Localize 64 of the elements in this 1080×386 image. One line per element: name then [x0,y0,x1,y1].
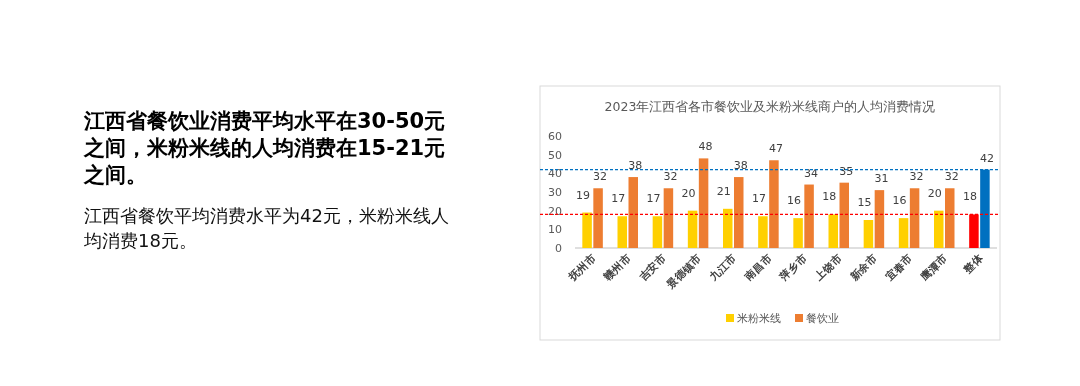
x-tick-label: 宜春市 [882,250,915,283]
bar [698,158,709,248]
data-label: 17 [611,192,626,206]
bar [687,210,698,248]
x-tick-label: 九江市 [706,250,739,284]
data-label: 32 [593,170,608,184]
bar [828,214,838,248]
bar [734,177,744,248]
bar [945,188,955,248]
legend-label: 餐饮业 [806,312,839,324]
data-label: 18 [962,190,977,204]
y-tick-label: 30 [548,186,562,199]
data-label: 17 [751,192,766,206]
text: 江西省餐饮业消费平均水平在30-50元之间，米粉米线的人均消费在15-21元之间。 [84,108,447,189]
x-tick-label: 抚州市 [565,250,598,284]
bar [769,160,779,248]
bar [863,220,874,248]
data-label: 21 [716,184,731,198]
bar [804,184,814,248]
bar [628,177,638,248]
x-tick-label: 萍乡市 [776,250,809,284]
bar [652,216,663,248]
bar [793,218,803,248]
bar [909,188,920,248]
x-tick-label: 上饶市 [811,250,845,284]
data-label: 31 [874,172,889,186]
data-label: 47 [768,142,783,156]
data-label: 42 [979,151,994,165]
bar [874,190,885,248]
data-label: 32 [663,170,678,184]
data-label: 16 [892,194,907,208]
x-tick-label: 整体 [960,250,986,276]
x-tick-label: 南昌市 [741,250,774,284]
bar [582,212,592,248]
data-label: 20 [681,186,696,200]
bar [839,182,849,248]
data-label: 16 [787,194,802,208]
data-label: 20 [927,186,942,200]
data-label: 32 [909,170,924,184]
data-label: 19 [576,188,591,202]
data-label: 32 [944,170,959,184]
data-label: 15 [857,196,872,209]
data-label: 48 [698,140,713,154]
bar [617,216,627,248]
y-tick-label: 50 [548,148,562,162]
y-tick-label: 60 [548,130,562,143]
x-tick-label: 赣州市 [600,250,634,284]
legend-label: 米粉米线 [737,312,781,324]
data-label: 38 [628,159,643,173]
x-tick-label: 新余市 [846,250,880,284]
bar [663,188,674,248]
data-label: 17 [646,192,661,206]
chart-title: 2023年江西省各市餐饮业及米粉米线商户的人均消费情况 [604,99,936,114]
bar [934,210,944,248]
bar [758,216,768,248]
bar [898,218,909,248]
text: 江西省餐饮平均消费水平为42元，米粉米线人均消费18元。 [84,204,450,253]
y-tick-label: 0 [555,242,562,255]
data-label: 38 [733,159,748,173]
bar [723,208,733,248]
x-tick-label: 鹰潭市 [917,250,950,284]
data-label: 18 [822,190,837,204]
bar [593,188,603,248]
y-tick-label: 10 [548,223,562,237]
